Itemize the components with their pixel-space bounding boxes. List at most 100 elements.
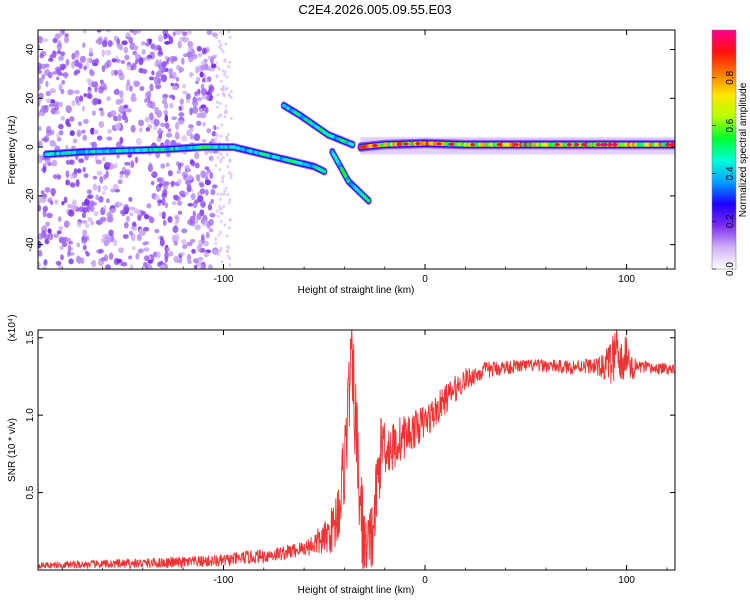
noise-speck bbox=[38, 249, 43, 257]
spectrogram-panel: -100 0 100 -40 -20 0 20 40 Height of straight l… bbox=[7, 29, 676, 296]
noise-speck bbox=[102, 185, 108, 191]
noise-speck bbox=[194, 91, 198, 96]
noise-speck bbox=[163, 109, 169, 115]
noise-speck bbox=[86, 57, 90, 63]
noise-speck bbox=[223, 58, 227, 62]
noise-speck bbox=[71, 52, 76, 60]
noise-speck bbox=[82, 42, 86, 48]
noise-speck bbox=[106, 211, 112, 218]
noise-speck bbox=[218, 45, 221, 49]
noise-speck bbox=[222, 174, 225, 178]
noise-speck bbox=[206, 30, 213, 36]
noise-speck bbox=[216, 105, 219, 109]
noise-speck bbox=[202, 121, 206, 127]
noise-speck bbox=[42, 206, 48, 213]
noise-speck bbox=[189, 71, 193, 78]
noise-speck bbox=[110, 208, 116, 213]
noise-speck bbox=[87, 217, 93, 222]
noise-speck bbox=[40, 50, 47, 57]
noise-speck bbox=[137, 213, 142, 221]
noise-speck bbox=[57, 174, 62, 180]
noise-speck bbox=[203, 240, 209, 247]
track-peak bbox=[513, 143, 519, 147]
noise-speck bbox=[110, 188, 115, 193]
noise-speck bbox=[38, 126, 42, 132]
noise-speck bbox=[164, 55, 168, 60]
noise-speck bbox=[119, 90, 124, 99]
noise-speck bbox=[38, 204, 42, 212]
noise-speck bbox=[209, 67, 215, 72]
track-peak bbox=[496, 143, 502, 147]
noise-speck bbox=[110, 69, 115, 77]
noise-speck bbox=[130, 233, 136, 242]
noise-speck bbox=[142, 261, 148, 268]
noise-speck bbox=[93, 211, 99, 217]
noise-speck bbox=[64, 33, 69, 38]
noise-speck bbox=[167, 216, 173, 223]
noise-speck bbox=[218, 248, 222, 252]
noise-speck bbox=[165, 247, 170, 252]
noise-speck bbox=[135, 138, 143, 146]
colorbar: 0.0 0.2 0.4 0.6 0.8 Normalized spectral ampl… bbox=[711, 29, 749, 276]
noise-speck bbox=[146, 90, 152, 99]
noise-speck bbox=[69, 173, 75, 180]
noise-speck bbox=[222, 88, 226, 92]
noise-speck bbox=[172, 56, 178, 62]
noise-speck bbox=[128, 36, 134, 44]
noise-speck bbox=[210, 198, 214, 204]
noise-speck bbox=[42, 38, 49, 43]
noise-speck bbox=[161, 99, 168, 105]
noise-speck bbox=[181, 134, 188, 142]
noise-speck bbox=[98, 107, 104, 112]
noise-speck bbox=[215, 74, 219, 78]
noise-speck bbox=[73, 168, 78, 175]
noise-speck bbox=[220, 260, 224, 264]
noise-speck bbox=[48, 103, 55, 108]
noise-speck bbox=[54, 199, 59, 205]
noise-speck bbox=[92, 183, 98, 191]
track-peak bbox=[470, 143, 476, 147]
noise-speck bbox=[180, 239, 187, 245]
noise-speck bbox=[199, 108, 203, 114]
noise-speck bbox=[68, 258, 74, 265]
noise-speck bbox=[158, 212, 163, 217]
noise-speck bbox=[216, 156, 220, 160]
noise-speck bbox=[116, 58, 121, 63]
x-tick-label: -100 bbox=[213, 575, 233, 586]
noise-speck bbox=[210, 63, 217, 69]
noise-speck bbox=[179, 36, 186, 42]
noise-speck bbox=[83, 118, 89, 125]
noise-speck bbox=[47, 228, 52, 234]
snr-panel: -100 0 100 0.5 1.0 1.5 Height of straight lin… bbox=[7, 314, 676, 596]
noise-speck bbox=[164, 122, 170, 129]
colorbar-ticks: 0.0 0.2 0.4 0.6 0.8 bbox=[712, 70, 736, 276]
noise-speck bbox=[91, 110, 96, 116]
noise-speck bbox=[149, 83, 154, 92]
noise-speck bbox=[226, 192, 230, 197]
noise-speck bbox=[181, 228, 188, 234]
noise-speck bbox=[192, 210, 196, 219]
noise-speck bbox=[174, 30, 182, 36]
noise-speck bbox=[214, 136, 218, 141]
noise-speck bbox=[130, 94, 136, 102]
noise-speck bbox=[48, 196, 53, 201]
noise-speck bbox=[166, 132, 173, 138]
track-peak bbox=[403, 142, 409, 146]
noise-speck bbox=[161, 197, 166, 206]
noise-speck bbox=[90, 205, 95, 212]
noise-speck bbox=[197, 88, 201, 95]
noise-speck bbox=[139, 86, 145, 92]
noise-speck bbox=[160, 122, 166, 127]
noise-speck bbox=[221, 69, 225, 73]
noise-speck bbox=[82, 134, 88, 141]
noise-speck bbox=[73, 89, 80, 95]
noise-speck bbox=[217, 151, 221, 155]
noise-speck bbox=[58, 30, 63, 38]
noise-speck bbox=[123, 104, 129, 109]
noise-speck bbox=[58, 83, 63, 92]
x-tick-label: 100 bbox=[618, 274, 635, 285]
noise-speck bbox=[220, 206, 224, 210]
noise-speck bbox=[219, 152, 223, 157]
noise-speck bbox=[49, 88, 56, 94]
noise-speck bbox=[154, 194, 161, 202]
